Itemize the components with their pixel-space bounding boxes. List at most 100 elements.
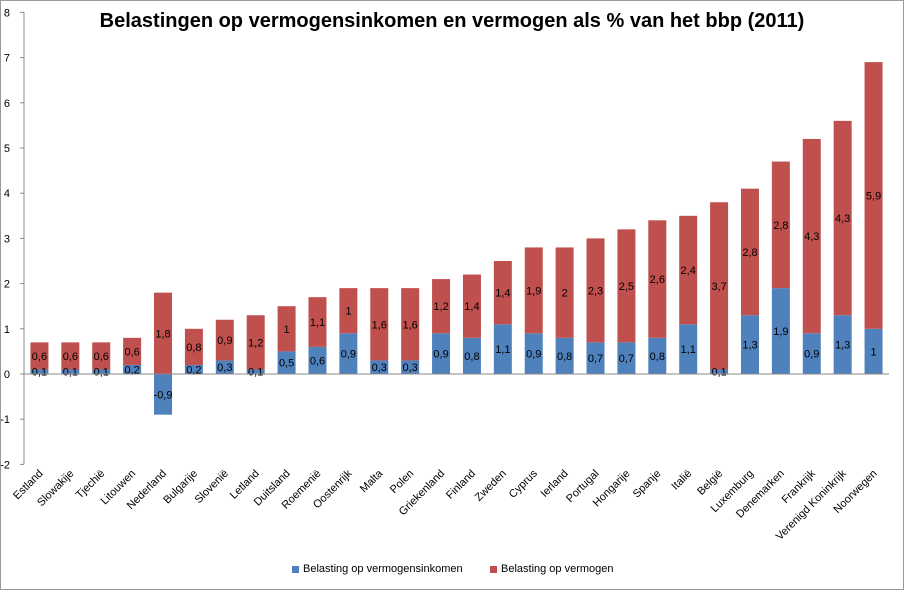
data-label-vermogen: 1 bbox=[345, 306, 351, 318]
data-label-vermogen: 2,6 bbox=[650, 274, 665, 286]
legend-item-vermogensinkomen: Belasting op vermogensinkomen bbox=[292, 563, 463, 575]
data-label-vermogensinkomen: 0,5 bbox=[279, 358, 294, 370]
bar-vermogen bbox=[493, 261, 512, 325]
bar-vermogen bbox=[401, 288, 420, 361]
legend-item-vermogen: Belasting op vermogen bbox=[490, 563, 614, 575]
bar-vermogen bbox=[308, 297, 327, 347]
x-category-label: Spanje bbox=[631, 468, 664, 501]
data-label-vermogensinkomen: 0,9 bbox=[433, 349, 448, 361]
chart-title: Belastingen op vermogensinkomen en vermo… bbox=[99, 10, 805, 32]
bar-vermogen bbox=[277, 306, 296, 352]
data-label-vermogensinkomen: 0,1 bbox=[63, 367, 78, 379]
bar-vermogensinkomen bbox=[710, 369, 729, 374]
data-label-vermogensinkomen: 0,3 bbox=[217, 362, 232, 374]
x-category-label: Malta bbox=[358, 467, 386, 495]
legend-label-vermogen: Belasting op vermogen bbox=[501, 563, 614, 575]
y-tick-label: 7 bbox=[4, 53, 10, 65]
data-label-vermogen: 1,4 bbox=[495, 288, 510, 300]
y-tick-label: 1 bbox=[4, 324, 10, 336]
data-label-vermogensinkomen: 0,7 bbox=[588, 353, 603, 365]
bar-vermogensinkomen bbox=[123, 364, 142, 374]
bar-vermogensinkomen bbox=[215, 360, 234, 374]
bar-vermogen bbox=[864, 62, 883, 329]
bar-vermogen bbox=[802, 138, 821, 334]
data-label-vermogensinkomen: 0,8 bbox=[557, 351, 572, 363]
data-label-vermogen: 2,3 bbox=[588, 285, 603, 297]
x-category-label: Cyprus bbox=[507, 467, 540, 500]
bar-vermogensinkomen bbox=[555, 337, 574, 374]
bar-vermogensinkomen bbox=[61, 369, 80, 374]
bar-vermogensinkomen bbox=[432, 333, 451, 374]
legend-swatch-vermogensinkomen bbox=[292, 565, 299, 573]
data-label-vermogen: 1,6 bbox=[372, 319, 387, 331]
data-label-vermogensinkomen: 0,8 bbox=[650, 351, 665, 363]
bar-vermogensinkomen bbox=[586, 342, 605, 374]
data-label-vermogen: 4,3 bbox=[804, 231, 819, 243]
data-label-vermogensinkomen: 0,3 bbox=[372, 362, 387, 374]
x-category-label: Bulgarije bbox=[161, 468, 200, 507]
x-category-label: Slovenië bbox=[193, 468, 231, 506]
bar-vermogensinkomen bbox=[524, 333, 543, 374]
x-category-label: Zweden bbox=[473, 468, 509, 504]
bar-vermogensinkomen bbox=[184, 364, 203, 374]
data-label-vermogen: 4,3 bbox=[835, 213, 850, 225]
data-label-vermogen: 2,8 bbox=[742, 247, 757, 259]
data-label-vermogen: 2 bbox=[562, 288, 568, 300]
data-label-vermogensinkomen: 0,1 bbox=[32, 367, 47, 379]
data-label-vermogen: 0,8 bbox=[186, 342, 201, 354]
bar-vermogensinkomen bbox=[92, 369, 111, 374]
data-label-vermogensinkomen: 0,2 bbox=[186, 364, 201, 376]
data-label-vermogen: 0,6 bbox=[94, 351, 109, 363]
y-tick-label: 4 bbox=[4, 188, 10, 200]
bar-vermogensinkomen bbox=[493, 324, 512, 374]
bar-vermogen bbox=[555, 247, 574, 338]
bar-vermogen bbox=[370, 288, 389, 361]
legend-label-vermogensinkomen: Belasting op vermogensinkomen bbox=[303, 563, 463, 575]
bar-vermogensinkomen bbox=[864, 328, 883, 374]
data-label-vermogensinkomen: 0,2 bbox=[124, 364, 139, 376]
data-label-vermogen: 1,2 bbox=[248, 337, 263, 349]
bar-vermogensinkomen bbox=[740, 315, 759, 374]
data-label-vermogensinkomen: 0,1 bbox=[94, 367, 109, 379]
x-category-label: Polen bbox=[388, 468, 416, 496]
data-label-vermogensinkomen: 0,6 bbox=[310, 355, 325, 367]
bar-vermogen bbox=[462, 274, 481, 338]
bar-vermogen bbox=[833, 120, 852, 316]
bar-vermogen bbox=[586, 238, 605, 343]
y-tick-label: 3 bbox=[4, 233, 10, 245]
y-tick-label: 6 bbox=[4, 98, 10, 110]
bar-vermogen bbox=[432, 279, 451, 334]
bar-vermogen bbox=[123, 337, 142, 365]
data-label-vermogen: 1,8 bbox=[155, 328, 170, 340]
bar-vermogen bbox=[154, 292, 173, 374]
data-label-vermogensinkomen: -0,9 bbox=[154, 389, 173, 401]
data-label-vermogensinkomen: 0,9 bbox=[804, 349, 819, 361]
bar-vermogen bbox=[92, 342, 111, 370]
bar-vermogensinkomen bbox=[679, 324, 698, 374]
bar-vermogensinkomen bbox=[462, 337, 481, 374]
bar-vermogensinkomen bbox=[339, 333, 358, 374]
legend-swatch-vermogen bbox=[490, 565, 497, 573]
data-label-vermogen: 1 bbox=[284, 324, 290, 336]
bar-vermogensinkomen bbox=[277, 351, 296, 374]
data-label-vermogensinkomen: 0,1 bbox=[248, 367, 263, 379]
bar-vermogensinkomen bbox=[401, 360, 420, 374]
bar-vermogensinkomen bbox=[648, 337, 667, 374]
bar-vermogen bbox=[648, 220, 667, 338]
bar-vermogen bbox=[617, 229, 636, 343]
bar-vermogen bbox=[710, 202, 729, 370]
bar-vermogensinkomen bbox=[771, 288, 790, 374]
data-label-vermogensinkomen: 0,3 bbox=[403, 362, 418, 374]
data-label-vermogensinkomen: 1,1 bbox=[495, 344, 510, 356]
bar-vermogen bbox=[246, 315, 265, 370]
data-label-vermogen: 1,4 bbox=[464, 301, 479, 313]
y-tick-label: -2 bbox=[0, 459, 10, 471]
data-label-vermogen: 0,6 bbox=[63, 351, 78, 363]
bar-vermogensinkomen bbox=[833, 315, 852, 374]
data-label-vermogen: 2,4 bbox=[681, 265, 696, 277]
bar-vermogen bbox=[215, 319, 234, 361]
bar-vermogen bbox=[524, 247, 543, 334]
bar-vermogen bbox=[771, 161, 790, 289]
bar-vermogen bbox=[740, 188, 759, 316]
